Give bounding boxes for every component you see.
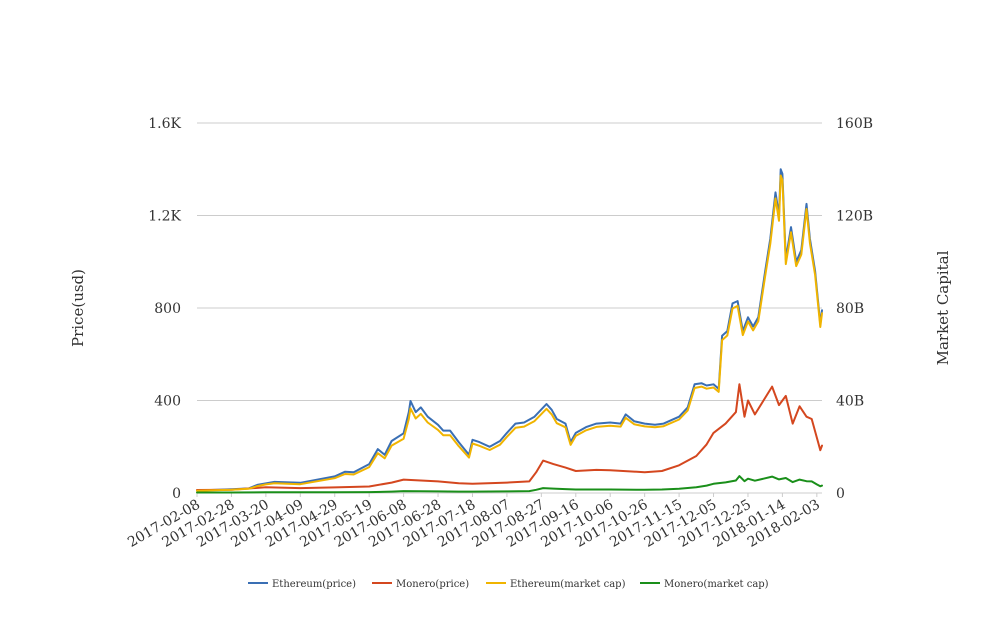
- y-axis-title-right: Market Capital: [934, 250, 952, 365]
- y-tick-label-left: 800: [154, 301, 181, 317]
- legend-label: Ethereum(price): [272, 579, 356, 590]
- y-axis-right: 0 40B 80B 120B 160B: [836, 116, 873, 502]
- y-tick-label-left: 400: [154, 394, 181, 410]
- y-tick-label-right: 160B: [836, 116, 873, 132]
- y-tick-label-right: 120B: [836, 209, 873, 225]
- x-axis: 2017-02-082017-02-282017-03-202017-04-09…: [125, 493, 823, 551]
- y-tick-label-left: 1.6K: [148, 116, 181, 132]
- y-tick-label-left: 0: [172, 486, 181, 502]
- series-layer: [196, 168, 823, 494]
- y-tick-label-right: 40B: [836, 394, 864, 410]
- legend: Ethereum(price) Monero(price) Ethereum(mar…: [248, 579, 769, 590]
- legend-label: Monero(price): [396, 579, 469, 590]
- y-tick-label-right: 80B: [836, 301, 864, 317]
- legend-label: Ethereum(market cap): [510, 579, 626, 590]
- series-line-monero-market-cap: [196, 475, 823, 494]
- series-line-ethereum-market-cap: [196, 174, 823, 492]
- series-line-monero-price: [196, 383, 823, 491]
- y-axis-title-left: Price(usd): [69, 269, 87, 347]
- gridlines: [197, 122, 822, 494]
- legend-label: Monero(market cap): [664, 579, 769, 590]
- y-axis-left: 0 400 800 1.2K 1.6K: [148, 116, 181, 502]
- y-tick-label-right: 0: [836, 486, 845, 502]
- y-tick-label-left: 1.2K: [148, 209, 181, 225]
